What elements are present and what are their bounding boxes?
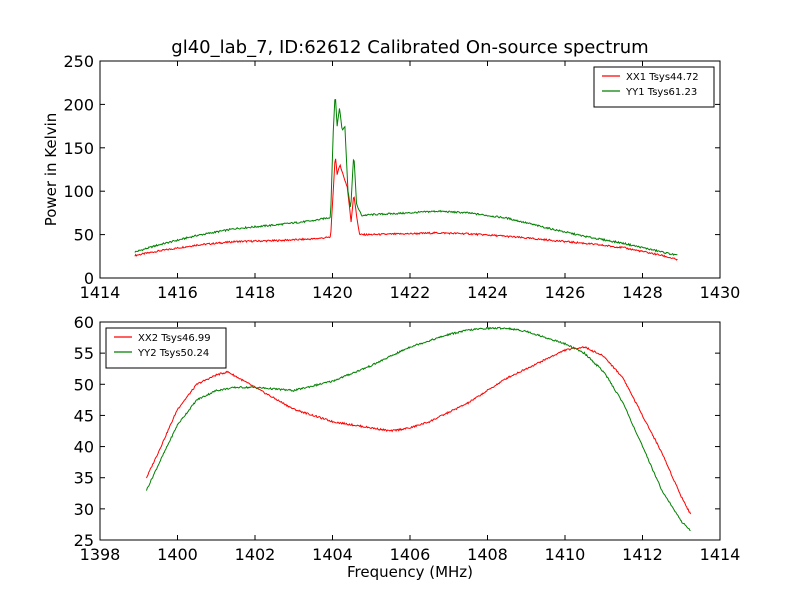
x-tick-label: 1424 <box>467 283 508 302</box>
x-tick-label: 1418 <box>235 283 276 302</box>
y-tick-label: 45 <box>74 406 94 425</box>
x-tick-label: 1406 <box>390 545 431 564</box>
x-tick-label: 1410 <box>545 545 586 564</box>
x-tick-label: 1412 <box>622 545 663 564</box>
y-tick-label: 50 <box>74 226 94 245</box>
legend: XX2 Tsys46.99 YY2 Tsys50.24 <box>105 327 227 369</box>
y-tick-label: 30 <box>74 500 94 519</box>
legend: XX1 Tsys44.72 YY1 Tsys61.23 <box>593 66 715 108</box>
x-tick-label: 1404 <box>312 545 353 564</box>
legend-box <box>593 66 715 108</box>
y-tick-label: 35 <box>74 469 94 488</box>
series-line-1 <box>134 158 678 261</box>
series-line-2 <box>134 98 678 256</box>
top-spectrum-panel: 1414 1416 1418 1420 1422 1424 1426 1428 1430 0 50 1… <box>42 52 740 302</box>
x-tick-label: 1402 <box>235 545 276 564</box>
y-tick-label: 55 <box>74 344 94 363</box>
x-tick-label: 1416 <box>157 283 198 302</box>
legend-entry: XX2 Tsys46.99 <box>138 333 211 344</box>
series-line-2 <box>146 326 691 532</box>
x-axis-label: Frequency (MHz) <box>347 563 473 581</box>
series-line-1 <box>146 345 692 515</box>
y-tick-label: 25 <box>74 531 94 550</box>
y-tick-label: 50 <box>74 375 94 394</box>
x-tick-label: 1398 <box>80 545 121 564</box>
x-tick-label: 1430 <box>700 283 741 302</box>
x-tick-label: 1428 <box>622 283 663 302</box>
y-tick-label: 0 <box>84 269 94 288</box>
x-tick-label: 1408 <box>467 545 508 564</box>
legend-entry: YY2 Tsys50.24 <box>137 348 209 359</box>
y-tick-label: 250 <box>63 52 94 71</box>
legend-entry: YY1 Tsys61.23 <box>625 87 697 98</box>
chart-title: gl40_lab_7, ID:62612 Calibrated On-sourc… <box>171 37 648 58</box>
y-tick-label: 100 <box>63 182 94 201</box>
y-tick-label: 150 <box>63 139 94 158</box>
x-tick-label: 1420 <box>312 283 353 302</box>
y-axis-label: Power in Kelvin <box>42 113 60 227</box>
legend-box <box>105 327 227 369</box>
x-tick-label: 1414 <box>700 545 741 564</box>
x-tick-label: 1414 <box>80 283 121 302</box>
legend-entry: XX1 Tsys44.72 <box>626 72 699 83</box>
x-tick-label: 1422 <box>390 283 431 302</box>
x-tick-label: 1426 <box>545 283 586 302</box>
bottom-spectrum-panel: 1398 1400 1402 1404 1406 1408 1410 1412 1414 25 30… <box>74 313 741 581</box>
y-tick-label: 200 <box>63 95 94 114</box>
y-tick-label: 40 <box>74 438 94 457</box>
y-tick-label: 60 <box>74 313 94 332</box>
x-tick-label: 1400 <box>157 545 198 564</box>
